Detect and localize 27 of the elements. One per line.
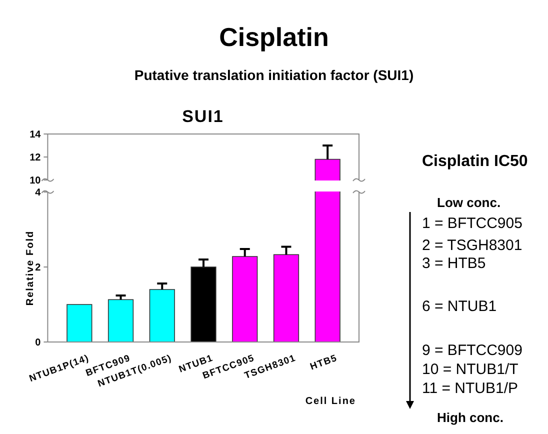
- bar: [149, 289, 175, 342]
- y-tick-label: 2: [35, 262, 42, 274]
- chart-subtitle: Putative translation initiation factor (SUI1): [134, 67, 414, 83]
- y-tick-label: 12: [30, 152, 42, 164]
- text: 11 = NTUB1/P: [422, 380, 518, 397]
- bar: [273, 254, 300, 342]
- bar: [66, 304, 92, 342]
- text: 2 = TSGH8301: [422, 237, 522, 254]
- text: 3 = HTB5: [422, 255, 486, 272]
- x-axis-title: Cell Line: [305, 396, 356, 407]
- y-tick-label: 14: [30, 130, 42, 140]
- y-tick-label: 10: [30, 176, 42, 186]
- chart-title: Cisplatin: [219, 22, 329, 52]
- text: Cisplatin IC50: [422, 153, 528, 170]
- text: 10 = NTUB1/T: [422, 361, 518, 378]
- text: Low conc.: [437, 195, 501, 210]
- text: 1 = BFTCC905: [422, 215, 522, 232]
- y-tick-label: 0: [35, 338, 42, 348]
- x-tick-label: HTB5: [308, 352, 339, 373]
- bar: [232, 256, 258, 342]
- text: 6 = NTUB1: [422, 298, 497, 315]
- text: High conc.: [437, 410, 504, 425]
- y-tick-label: 4: [35, 188, 42, 198]
- text: SUI1: [182, 107, 224, 126]
- text: 9 = BFTCC909: [422, 342, 522, 359]
- y-axis-title: Relative Fold: [25, 230, 36, 306]
- bar: [108, 299, 134, 342]
